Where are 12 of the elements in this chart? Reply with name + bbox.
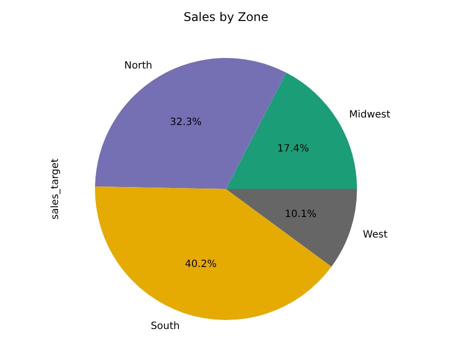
data-label: 10.1% [284,209,317,220]
chart-title: Sales by Zone [184,10,268,24]
data-label: 17.4% [277,144,310,155]
text: sales_target [50,158,61,220]
data-label: 32.3% [170,116,202,128]
pie-slice [95,186,332,320]
slice-label: South [150,320,180,332]
slice-label: Midwest [349,110,390,121]
slice-label: West [362,229,388,240]
slice-label: North [124,60,152,72]
pie-slice [226,189,357,267]
data-label: 40.2% [184,258,217,270]
